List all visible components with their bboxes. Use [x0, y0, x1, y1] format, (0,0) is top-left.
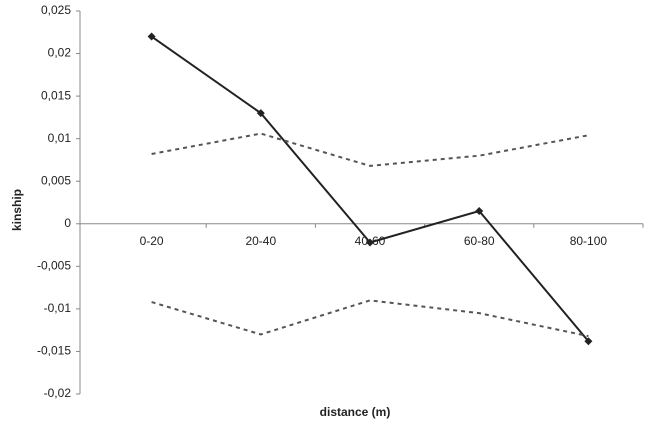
y-tick-label: -0,01	[44, 301, 72, 315]
y-axis-title: kinship	[10, 189, 24, 231]
ci-line	[151, 299, 589, 338]
x-axis-title: distance (m)	[320, 405, 391, 419]
y-tick-label: 0,015	[41, 88, 71, 102]
y-tick-label: -0,015	[37, 344, 71, 358]
y-tick-label: 0,01	[48, 131, 72, 145]
x-tick-label: 60-80	[464, 234, 495, 248]
marker	[366, 238, 374, 247]
y-tick-label: 0	[64, 216, 71, 230]
y-tick-label: 0,005	[41, 173, 71, 187]
x-tick-label: 0-20	[140, 234, 164, 248]
ci-line	[151, 132, 589, 167]
y-tick-label: 0,02	[48, 46, 72, 60]
y-tick-label: -0,02	[44, 386, 72, 400]
marker	[256, 109, 265, 118]
marker	[584, 337, 593, 346]
x-tick-label: 20-40	[245, 234, 276, 248]
x-tick-label: 80-100	[570, 234, 608, 248]
y-tick-label: 0,025	[41, 3, 71, 17]
data-line	[151, 35, 590, 342]
marker	[147, 32, 156, 41]
y-tick-label: -0,005	[37, 259, 71, 273]
marker	[475, 207, 484, 216]
